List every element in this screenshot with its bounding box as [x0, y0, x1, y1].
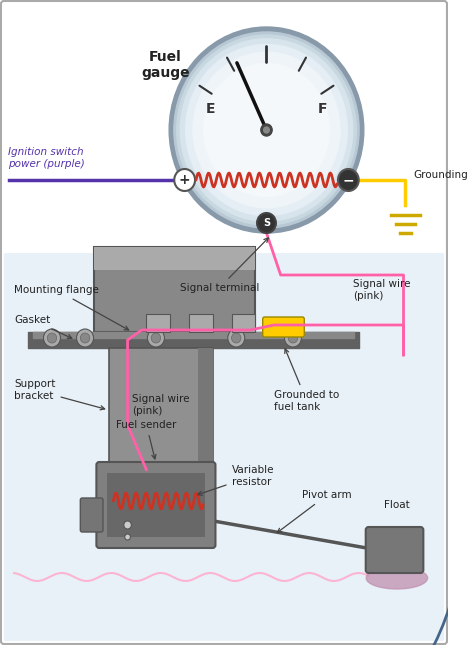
Circle shape: [284, 329, 301, 347]
FancyBboxPatch shape: [189, 314, 213, 332]
Text: F: F: [318, 102, 327, 116]
FancyBboxPatch shape: [366, 527, 423, 573]
FancyBboxPatch shape: [96, 462, 216, 548]
Circle shape: [44, 329, 61, 347]
Text: E: E: [206, 102, 216, 116]
Circle shape: [174, 169, 195, 191]
Text: Gasket: Gasket: [14, 315, 72, 339]
FancyBboxPatch shape: [94, 247, 255, 270]
Circle shape: [180, 39, 353, 221]
Circle shape: [125, 534, 130, 540]
Circle shape: [288, 333, 298, 343]
Circle shape: [228, 329, 245, 347]
Text: Grounding: Grounding: [413, 170, 468, 180]
Circle shape: [47, 333, 57, 343]
FancyBboxPatch shape: [107, 473, 205, 537]
FancyBboxPatch shape: [109, 348, 213, 470]
FancyBboxPatch shape: [231, 314, 255, 332]
Circle shape: [186, 45, 347, 215]
Circle shape: [169, 27, 364, 233]
Circle shape: [124, 521, 131, 529]
Circle shape: [151, 333, 161, 343]
Text: Fuel
gauge: Fuel gauge: [141, 50, 190, 80]
Circle shape: [174, 32, 359, 228]
Text: S: S: [263, 218, 270, 228]
Text: Fuel sender: Fuel sender: [116, 420, 177, 459]
Text: Support
bracket: Support bracket: [14, 379, 105, 410]
Text: Grounded to
fuel tank: Grounded to fuel tank: [274, 349, 339, 412]
Text: Pivot arm: Pivot arm: [277, 490, 352, 533]
Text: +: +: [179, 173, 191, 187]
FancyBboxPatch shape: [146, 314, 170, 332]
Circle shape: [76, 329, 93, 347]
Circle shape: [261, 124, 272, 136]
Text: Signal wire
(pink): Signal wire (pink): [132, 394, 190, 416]
FancyBboxPatch shape: [263, 317, 304, 337]
Circle shape: [338, 169, 359, 191]
Circle shape: [204, 63, 329, 197]
FancyBboxPatch shape: [94, 247, 255, 332]
FancyBboxPatch shape: [4, 253, 444, 641]
FancyBboxPatch shape: [1, 1, 447, 644]
Circle shape: [231, 333, 241, 343]
Circle shape: [147, 329, 164, 347]
Circle shape: [193, 52, 340, 208]
Text: −: −: [343, 173, 354, 187]
Text: Ignition switch
power (purple): Ignition switch power (purple): [8, 147, 84, 169]
Text: Variable
resistor: Variable resistor: [198, 465, 274, 495]
Circle shape: [177, 35, 356, 225]
Circle shape: [264, 127, 269, 133]
Circle shape: [80, 333, 90, 343]
Ellipse shape: [366, 567, 428, 589]
Text: Mounting flange: Mounting flange: [14, 285, 128, 330]
Text: Signal terminal: Signal terminal: [180, 238, 268, 293]
Circle shape: [257, 213, 276, 233]
FancyBboxPatch shape: [80, 498, 103, 532]
Text: Float: Float: [384, 500, 410, 510]
Text: Signal wire
(pink): Signal wire (pink): [354, 279, 411, 301]
FancyBboxPatch shape: [199, 348, 213, 470]
